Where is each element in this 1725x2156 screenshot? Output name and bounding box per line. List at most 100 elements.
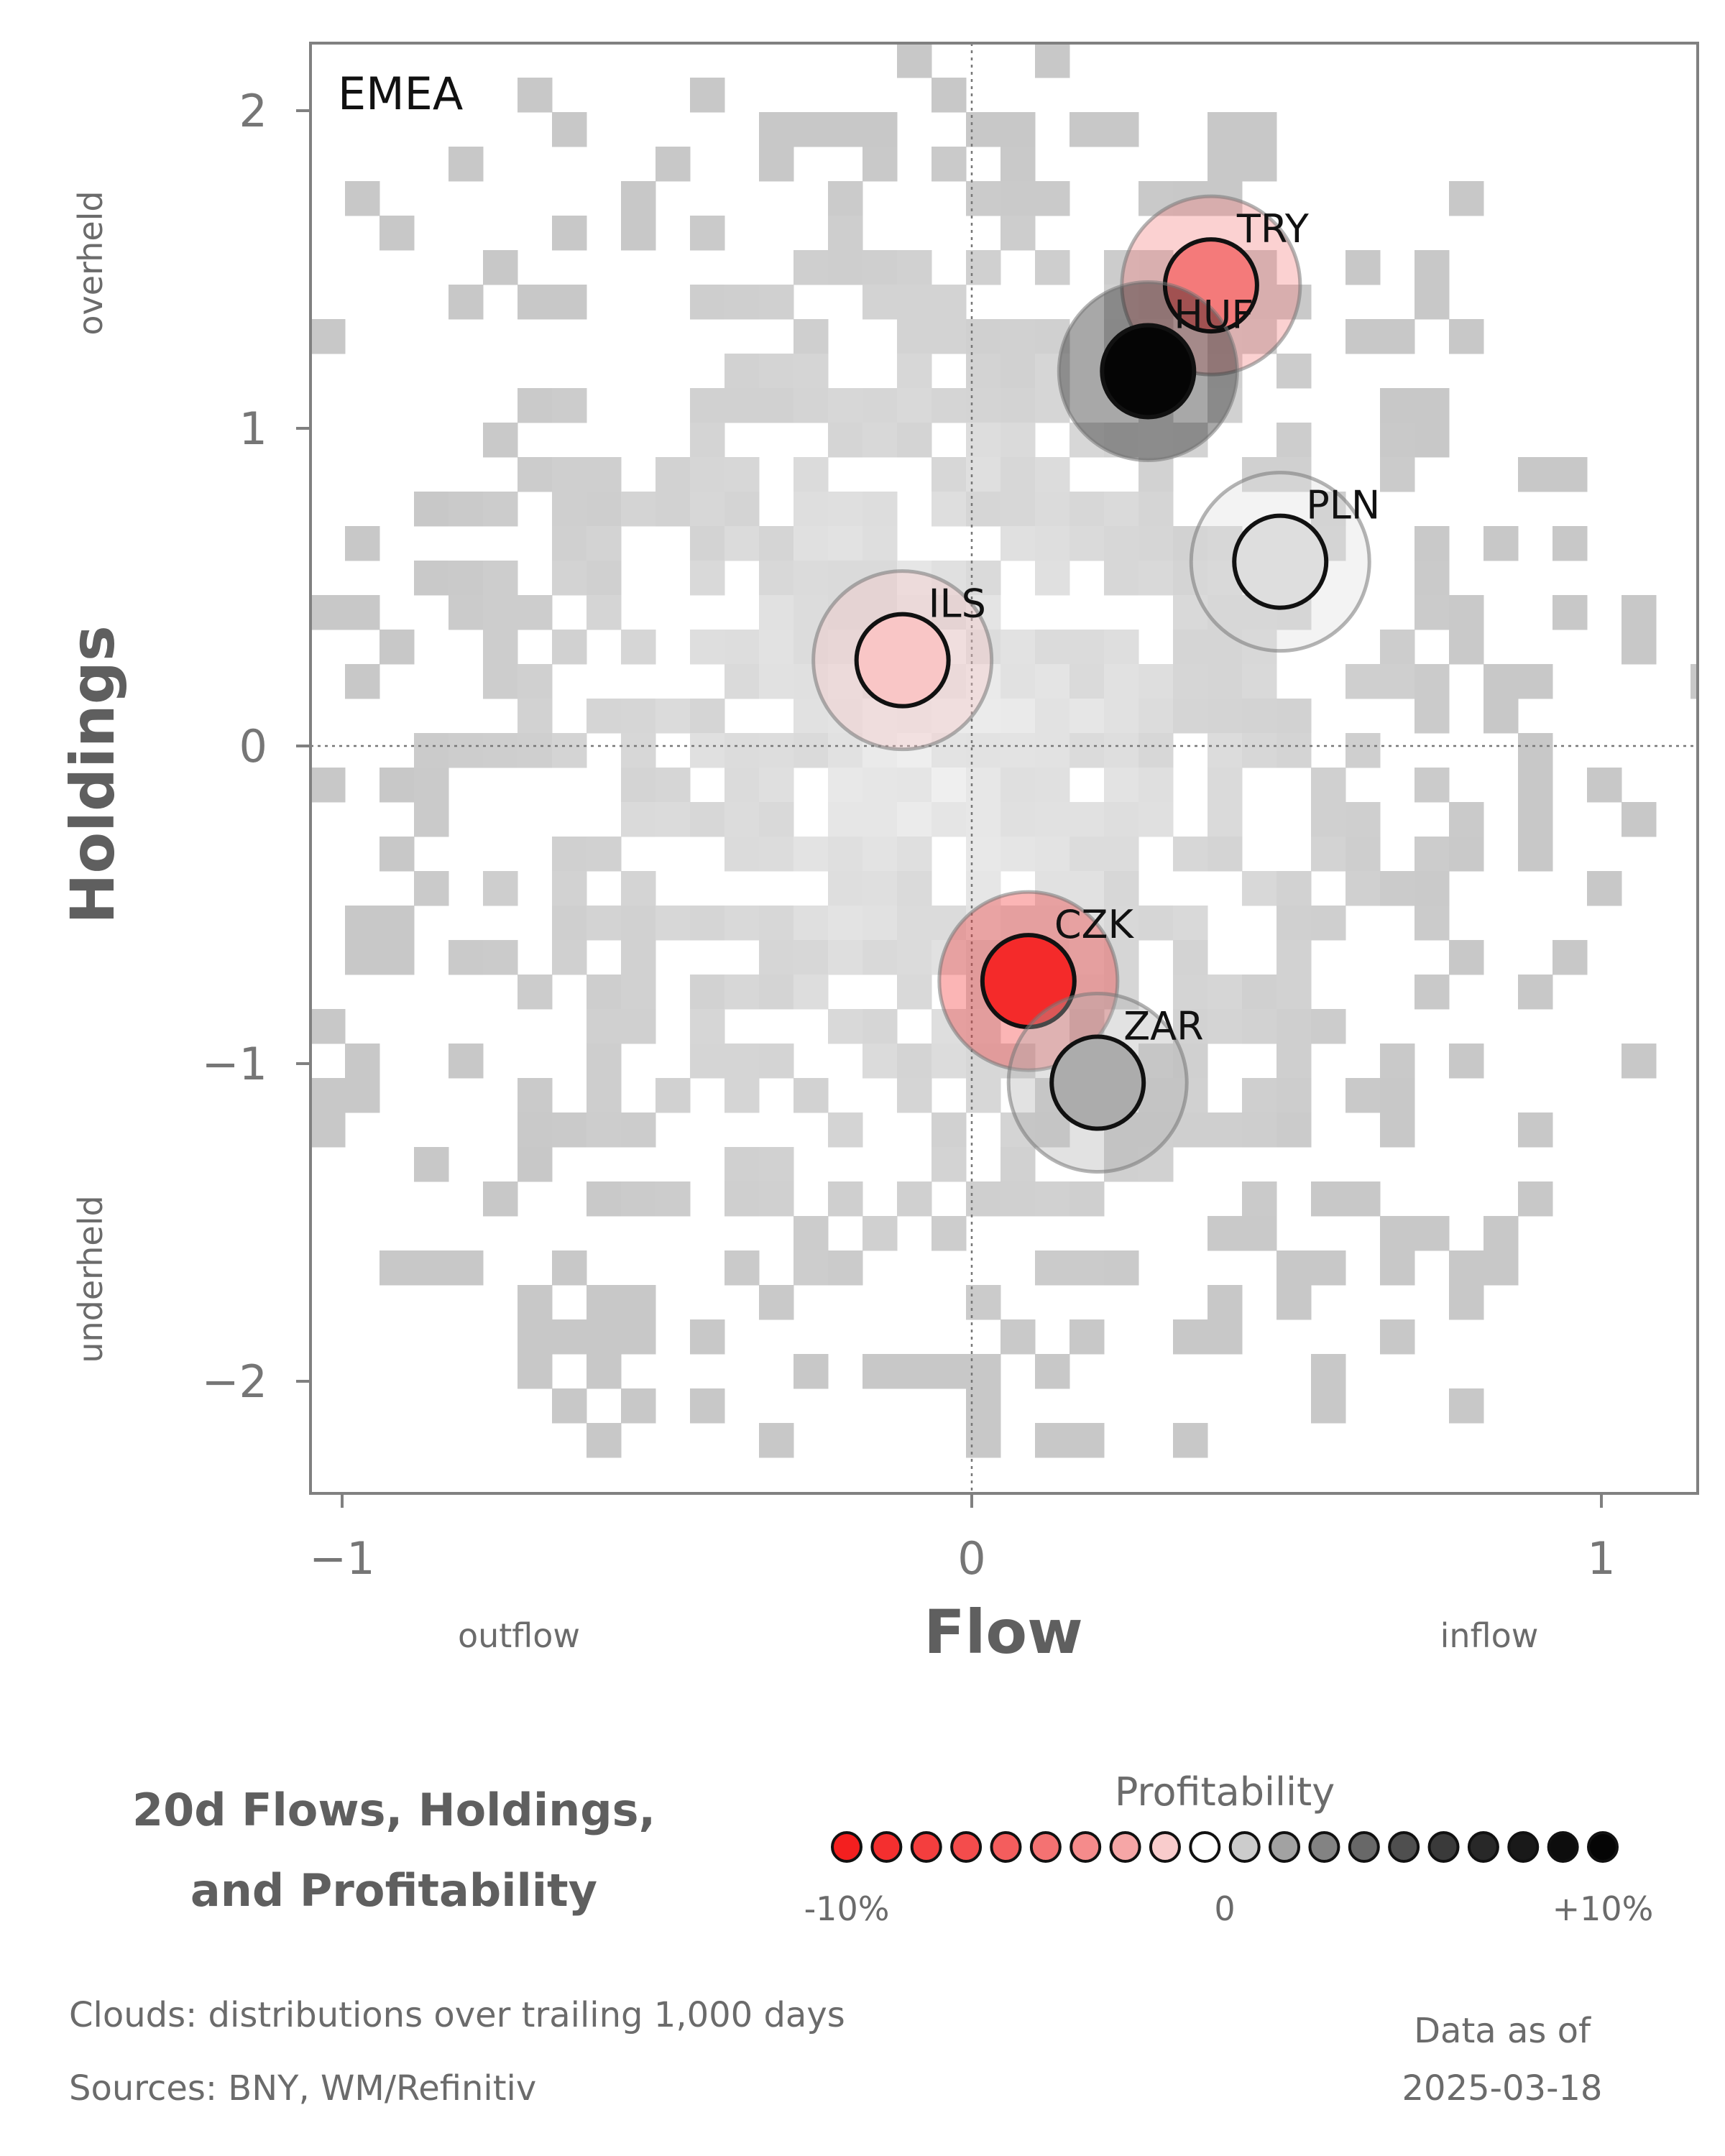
density-cell — [897, 975, 932, 1010]
density-cell — [1208, 699, 1243, 734]
density-cell — [1208, 837, 1243, 872]
density-cell — [932, 1044, 967, 1079]
density-cell — [621, 181, 656, 216]
density-cell — [724, 1044, 760, 1079]
density-cell — [862, 940, 898, 975]
density-cell — [1380, 319, 1415, 354]
density-cell — [828, 906, 863, 941]
density-cell — [1138, 699, 1174, 734]
density-cell — [310, 319, 346, 354]
density-cell — [1276, 940, 1312, 975]
density-cell — [310, 1009, 346, 1044]
point-marker-huf — [1100, 323, 1197, 420]
density-cell — [552, 457, 587, 492]
density-cell — [862, 906, 898, 941]
density-cell — [1173, 975, 1208, 1010]
density-cell — [1449, 595, 1484, 630]
density-cell — [862, 250, 898, 285]
point-label-try: TRY — [1236, 206, 1310, 252]
density-cell — [552, 285, 587, 320]
density-cell — [828, 1009, 863, 1044]
legend-dot — [1547, 1831, 1579, 1863]
density-cell — [1276, 1112, 1312, 1148]
density-cell — [1035, 699, 1070, 734]
density-cell — [586, 457, 622, 492]
density-cell — [1035, 802, 1070, 837]
density-cell — [828, 250, 863, 285]
density-cell — [1484, 664, 1519, 699]
density-cell — [1104, 975, 1139, 1010]
density-cell — [483, 423, 518, 458]
density-cell — [1000, 181, 1036, 216]
density-cell — [1070, 423, 1105, 458]
density-cell — [828, 216, 863, 251]
density-cell — [1346, 837, 1381, 872]
density-cell — [345, 1078, 380, 1113]
density-cell — [794, 699, 829, 734]
density-cell — [862, 837, 898, 872]
density-cell — [1414, 388, 1450, 423]
density-cell — [621, 699, 656, 734]
density-cell — [345, 940, 380, 975]
density-cell — [1138, 526, 1174, 561]
density-cell — [656, 1181, 691, 1217]
density-cell — [518, 1354, 553, 1389]
density-cell — [1173, 940, 1208, 975]
density-cell — [1449, 1388, 1484, 1424]
density-cell — [552, 1388, 587, 1424]
density-cell — [862, 1009, 898, 1044]
density-cell — [1173, 837, 1208, 872]
density-cell — [690, 699, 725, 734]
density-cell — [1070, 630, 1105, 665]
density-cell — [1346, 250, 1381, 285]
density-cell — [690, 906, 725, 941]
density-cell — [932, 78, 967, 113]
density-cell — [621, 1112, 656, 1148]
density-cell — [1346, 319, 1381, 354]
density-cell — [1622, 595, 1657, 630]
density-cell — [1414, 595, 1450, 630]
density-cell — [690, 733, 725, 768]
density-cell — [932, 147, 967, 182]
density-cell — [1138, 492, 1174, 527]
density-cell — [690, 78, 725, 113]
density-cell — [552, 1319, 587, 1355]
legend-tick-min: -10% — [804, 1889, 890, 1928]
density-cell — [656, 802, 691, 837]
density-cell — [1380, 1250, 1415, 1286]
legend-title: Profitability — [1115, 1769, 1335, 1815]
density-cell — [518, 78, 553, 113]
density-cell — [621, 1181, 656, 1217]
density-cell — [1622, 802, 1657, 837]
legend-dot — [1348, 1831, 1380, 1863]
legend-dot — [1269, 1831, 1301, 1863]
density-cell — [1518, 837, 1553, 872]
density-cell — [1449, 630, 1484, 665]
density-cell — [621, 216, 656, 251]
density-cell — [1552, 595, 1588, 630]
density-cell — [1242, 147, 1277, 182]
density-cell — [690, 388, 725, 423]
density-cell — [1380, 1044, 1415, 1079]
density-cell — [828, 1181, 863, 1217]
density-cell — [1242, 664, 1277, 699]
density-cell — [759, 802, 794, 837]
density-cell — [690, 802, 725, 837]
density-cell — [1070, 906, 1105, 941]
density-cell — [828, 768, 863, 803]
legend-dot — [910, 1831, 942, 1863]
density-cell — [932, 492, 967, 527]
density-cell — [828, 802, 863, 837]
density-cell — [724, 457, 760, 492]
density-cell — [1414, 768, 1450, 803]
density-cell — [345, 1044, 380, 1079]
density-cell — [724, 664, 760, 699]
point-label-ils: ILS — [929, 581, 986, 627]
density-cell — [759, 1044, 794, 1079]
density-cell — [1311, 1009, 1346, 1044]
density-cell — [724, 630, 760, 665]
density-cell — [1449, 1044, 1484, 1079]
density-cell — [1242, 871, 1277, 906]
density-cell — [1208, 664, 1243, 699]
density-cell — [897, 802, 932, 837]
